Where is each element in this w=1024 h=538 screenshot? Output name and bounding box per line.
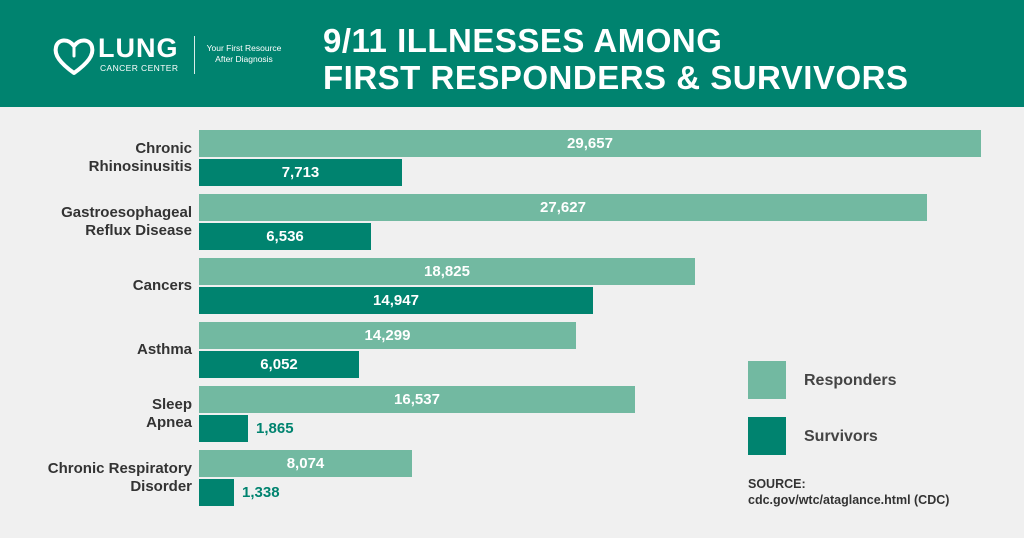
category-label-line: Reflux Disease [85, 222, 192, 239]
page-title: 9/11 ILLNESSES AMONG FIRST RESPONDERS & … [323, 22, 909, 96]
category-label-sleep-apnea: Sleep Apnea [0, 396, 192, 432]
data-label-survivors-chronic-rhinosinusitis: 7,713 [281, 164, 320, 181]
legend-label-responders: Responders [804, 372, 897, 389]
bar-responders-chronic-rhinosinusitis [199, 130, 981, 157]
category-label-chronic-respiratory-disorder: Chronic Respiratory Disorder [0, 460, 192, 496]
category-label-gastroesophageal-reflux-disease: Gastroesophageal Reflux Disease [0, 204, 192, 240]
data-label-responders-asthma: 14,299 [364, 327, 411, 344]
logo-tagline-line1: Your First Resource [206, 43, 282, 53]
category-label-line: Apnea [146, 414, 192, 431]
lung-cancer-center-logo[interactable]: LUNG CANCER CENTER Your First Resource A… [52, 34, 292, 78]
legend-label-survivors: Survivors [804, 428, 878, 445]
data-label-responders-sleep-apnea: 16,537 [394, 391, 440, 408]
bar-survivors-asthma [199, 351, 359, 378]
bar-responders-sleep-apnea [199, 386, 635, 413]
bar-survivors-gastroesophageal-reflux-disease [199, 223, 371, 250]
bar-survivors-sleep-apnea [199, 415, 248, 442]
logo-tagline: Your First Resource After Diagnosis [202, 43, 286, 65]
data-label-responders-chronic-respiratory-disorder: 8,074 [286, 455, 325, 472]
logo-tagline-line2: After Diagnosis [215, 54, 273, 64]
category-label-line: Rhinosinusitis [88, 158, 192, 175]
bar-responders-gastroesophageal-reflux-disease [199, 194, 927, 221]
category-label-line: Chronic Respiratory [47, 460, 192, 477]
logo-name: LUNG [98, 33, 179, 63]
logo-divider [194, 36, 195, 74]
category-label-line: Sleep [151, 396, 192, 413]
bar-chart: Chronic Rhinosinusitis 29,657 7,713 Gastroes… [0, 107, 1024, 538]
bar-survivors-chronic-rhinosinusitis [199, 159, 402, 186]
bar-responders-cancers [199, 258, 695, 285]
bar-responders-asthma [199, 322, 576, 349]
data-label-survivors-cancers: 14,947 [373, 292, 419, 309]
heart-logo-icon [53, 38, 95, 75]
data-label-responders-chronic-rhinosinusitis: 29,657 [567, 135, 613, 152]
data-label-responders-gastroesophageal-reflux-disease: 27,627 [540, 199, 586, 216]
data-label-survivors-asthma: 6,052 [260, 356, 298, 373]
bar-survivors-cancers [199, 287, 593, 314]
source-url[interactable]: cdc.gov/wtc/ataglance.html (CDC) [748, 493, 950, 507]
logo-subtitle: CANCER CENTER [100, 63, 179, 73]
bar-survivors-chronic-respiratory-disorder [199, 479, 234, 506]
data-label-survivors-sleep-apnea: 1,865 [256, 420, 294, 437]
category-label-line: Cancers [132, 277, 192, 294]
source-note: SOURCE: cdc.gov/wtc/ataglance.html (CDC) [748, 476, 949, 508]
category-label-asthma: Asthma [0, 341, 192, 359]
category-label-line: Asthma [136, 341, 192, 358]
category-label-line: Chronic [135, 140, 192, 157]
data-label-survivors-gastroesophageal-reflux-disease: 6,536 [266, 228, 304, 245]
category-label-chronic-rhinosinusitis: Chronic Rhinosinusitis [0, 140, 192, 176]
data-label-survivors-chronic-respiratory-disorder: 1,338 [242, 484, 280, 501]
title-line1: 9/11 ILLNESSES AMONG [323, 22, 723, 59]
bar-responders-chronic-respiratory-disorder [199, 450, 412, 477]
data-label-responders-cancers: 18,825 [424, 263, 470, 280]
legend-swatch-responders [748, 361, 786, 399]
source-label: SOURCE: [748, 477, 806, 491]
category-label-line: Disorder [130, 478, 192, 495]
category-label-cancers: Cancers [0, 277, 192, 295]
category-label-line: Gastroesophageal [61, 204, 192, 221]
legend-swatch-survivors [748, 417, 786, 455]
header-banner: LUNG CANCER CENTER Your First Resource A… [0, 0, 1024, 107]
title-line2: FIRST RESPONDERS & SURVIVORS [323, 59, 909, 96]
